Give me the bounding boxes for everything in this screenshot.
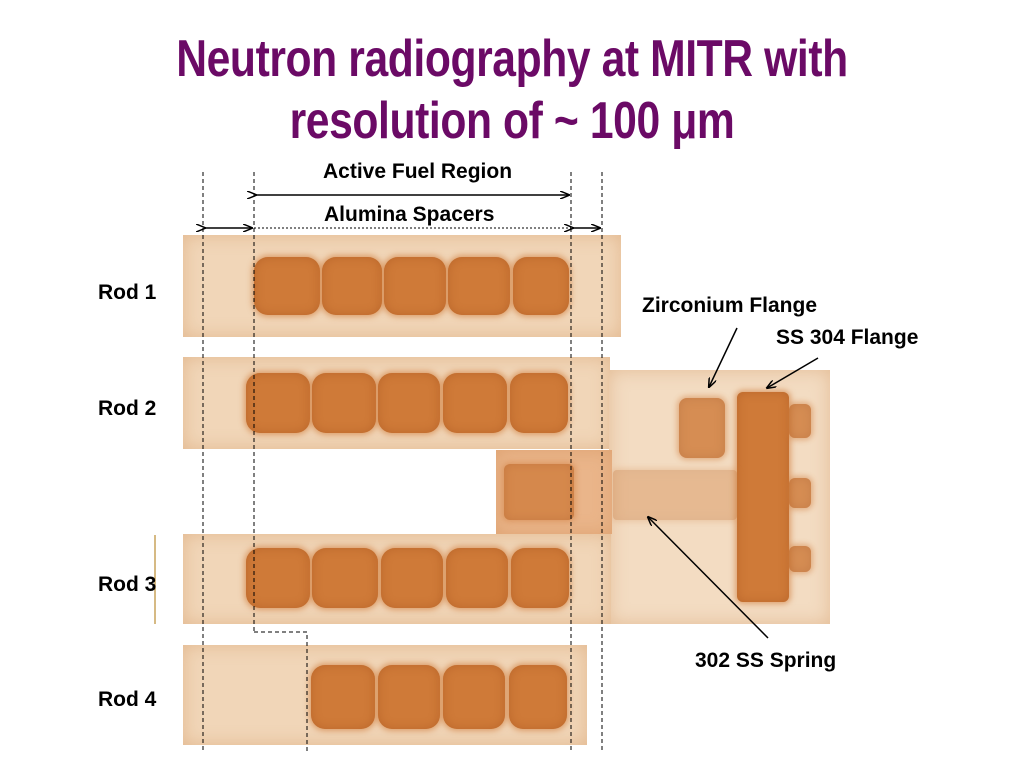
fuel-pellet [381,548,443,608]
fuel-pellet [311,665,375,729]
fuel-pellet [510,373,568,433]
fuel-pellet [322,257,382,315]
rod-3-label: Rod 3 [98,573,157,596]
rod-4-radiograph [183,645,587,745]
fuel-pellet [378,373,440,433]
spring-label: 302 SS Spring [695,649,837,672]
rod-1-label: Rod 1 [98,281,157,304]
fuel-pellet [312,373,376,433]
zirconium-flange-image [679,398,725,458]
fuel-pellet [246,548,310,608]
fuel-pellet [443,665,505,729]
flange-detail-radiograph [609,370,830,624]
zirconium-flange-label: Zirconium Flange [642,294,818,317]
ss304-flange-tab [789,546,811,572]
ss304-flange-image [737,392,789,602]
ss304-flange-tab [789,478,811,508]
dashed-guides [202,172,603,752]
fuel-pellet [509,665,567,729]
alumina-spacers-label: Alumina Spacers [324,203,495,226]
fuel-pellet [511,548,569,608]
rod-2-label: Rod 2 [98,397,157,420]
fuel-pellet [254,257,320,315]
ss304-flange-label: SS 304 Flange [776,326,919,349]
zirconium-callout-arrow [709,327,738,387]
spring-radiograph [496,450,612,534]
title-line-1: Neutron radiography at MITR with [176,30,848,88]
fuel-pellet [378,665,440,729]
spring-end-image [504,464,574,520]
title-line-2: resolution of ~ 100 μm [289,92,735,150]
fuel-pellet [443,373,507,433]
spring-callout-arrow [648,517,769,639]
rod-4-label: Rod 4 [98,688,157,711]
spring-coil-image [613,470,737,520]
fuel-pellet [448,257,510,315]
page-title: Neutron radiography at MITR with resolut… [92,28,932,152]
fuel-pellet [384,257,446,315]
fuel-pellet [312,548,378,608]
ss304-callout-arrow [767,357,819,388]
fuel-pellet [513,257,569,315]
fuel-pellet [446,548,508,608]
active-fuel-region-label: Active Fuel Region [323,160,513,183]
fuel-pellet [246,373,310,433]
rod-1-radiograph [183,235,621,337]
ss304-flange-tab [789,404,811,438]
